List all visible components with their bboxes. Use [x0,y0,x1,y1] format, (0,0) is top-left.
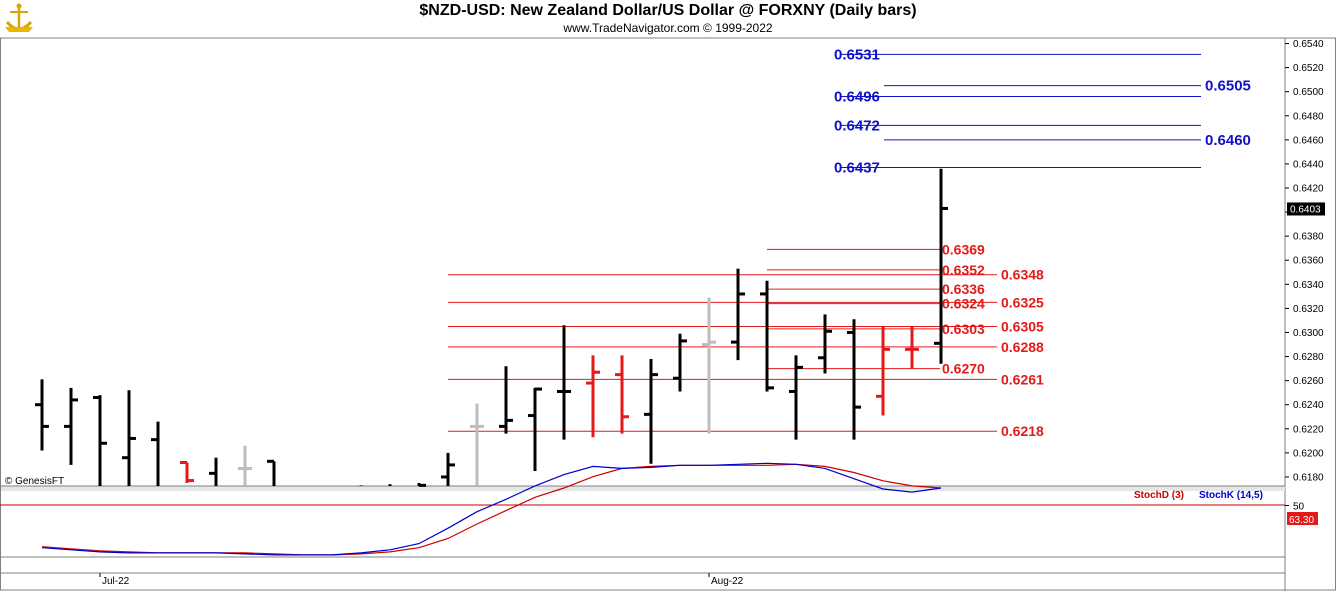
ohlc-bar [528,387,542,471]
ohlc-bar [818,314,832,374]
outer-border [0,37,1336,591]
y-tick-label: 0.6280 [1293,352,1324,363]
ohlc-bar [122,390,136,486]
y-tick-label: 0.6260 [1293,376,1324,387]
red-level-label: 0.6336 [942,281,985,297]
chart-subtitle: www.TradeNavigator.com © 1999-2022 [563,21,773,35]
ohlc-bar [644,358,658,464]
red-level-label: 0.6218 [1001,423,1044,439]
ohlc-bar [180,461,194,483]
red-level-label: 0.6352 [942,262,985,278]
red-level-label: 0.6348 [1001,267,1044,283]
red-level-label: 0.6305 [1001,318,1044,334]
y-tick-label: 0.6340 [1293,280,1324,291]
price-axis: 0.6540 0.6520 0.6500 0.6480 0.6460 0.6440 0.64… [1285,39,1325,483]
last-price-label: 0.6403 [1290,204,1321,215]
stoch-legend-entry: StochD (3) [1134,490,1184,501]
ohlc-bar [557,325,571,440]
y-tick-label: 0.6300 [1293,328,1324,339]
ohlc-bar [470,403,484,486]
ohlc-bar [267,459,276,486]
blue-level-label: 0.6437 [834,160,880,177]
ohlc-bar [35,379,49,451]
x-tick-label: Jul-22 [102,576,130,587]
ohlc-bar [238,445,252,486]
ohlc-bar [876,326,890,416]
blue-level-label: 0.6496 [834,88,880,105]
y-tick-label: 0.6200 [1293,448,1324,459]
fibonacci-levels: 0.6531 0.6505 0.6496 0.6472 0.6460 0.6437 0.63… [448,46,1251,439]
y-tick-label: 0.6440 [1293,159,1324,170]
stochastic-panel: StochD (3) StochK (14,5) 50 63.30 [0,462,1318,558]
red-level-label: 0.6369 [942,241,985,257]
red-level-label: 0.6270 [942,361,985,377]
stoch-legend-entry: StochK (14,5) [1199,490,1263,501]
y-tick-label: 0.6500 [1293,87,1324,98]
ohlc-bar [441,452,455,486]
date-axis: Jul-22 Aug-22 [99,573,744,587]
ohlc-bar [905,326,919,369]
stoch-y-tick-label: 50 [1293,502,1305,513]
ohlc-bar [586,355,600,438]
ohlc-bar [934,168,948,364]
y-tick-label: 0.6220 [1293,424,1324,435]
ohlc-bar [93,395,107,486]
ohlc-bar [789,355,803,440]
y-tick-label: 0.6180 [1293,472,1324,483]
red-level-label: 0.6288 [1001,339,1044,355]
ohlc-bar [847,319,861,440]
ohlc-bar [731,268,745,361]
trade-navigator-logo-icon [5,3,33,32]
ohlc-bar [417,482,426,487]
y-tick-label: 0.6480 [1293,111,1324,122]
stoch-line [41,463,942,556]
red-level-label: 0.6303 [942,321,985,337]
chart-frame [0,37,1336,591]
ohlc-bar [209,457,218,486]
ohlc-bars [35,168,948,487]
pane-separator [1,486,1285,491]
y-tick-label: 0.6380 [1293,232,1324,243]
copyright-label: © GenesisFT [5,476,64,487]
ohlc-bar [499,366,513,434]
red-level-label: 0.6324 [942,296,985,312]
stoch-last-value-label: 63.30 [1289,515,1314,526]
blue-level-label: 0.6460 [1205,132,1251,149]
y-tick-label: 0.6520 [1293,63,1324,74]
y-tick-label: 0.6420 [1293,184,1324,195]
y-tick-label: 0.6320 [1293,304,1324,315]
stoch-last-value-badge [1287,512,1318,525]
stoch-line [41,462,942,556]
y-tick-label: 0.6240 [1293,400,1324,411]
y-tick-label: 0.6360 [1293,256,1324,267]
ohlc-bar [615,355,629,434]
blue-level-label: 0.6531 [834,46,880,63]
y-tick-label: 0.6460 [1293,135,1324,146]
y-tick-label: 0.6540 [1293,39,1324,50]
blue-level-label: 0.6505 [1205,78,1251,95]
x-tick-label: Aug-22 [711,576,744,587]
blue-level-label: 0.6472 [834,117,880,134]
ohlc-bar [151,421,160,486]
ohlc-bar [702,297,716,434]
chart-title: $NZD-USD: New Zealand Dollar/US Dollar @… [419,2,917,19]
ohlc-bar [673,333,687,392]
ohlc-bar [64,387,78,465]
ohlc-bar [760,280,774,392]
red-level-label: 0.6261 [1001,371,1044,387]
red-level-label: 0.6325 [1001,294,1044,310]
last-price-badge [1287,202,1325,216]
